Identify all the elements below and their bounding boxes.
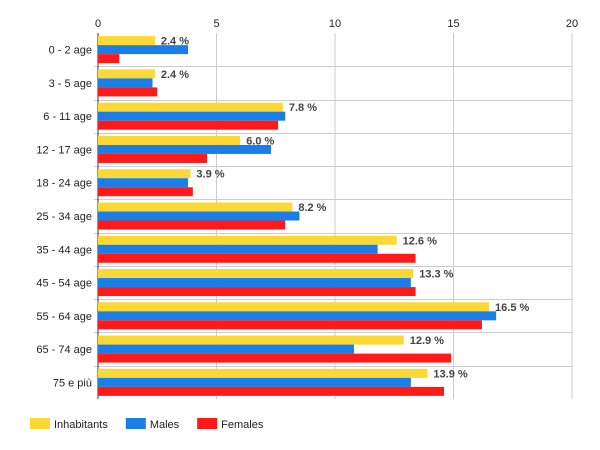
bar-males-10 — [98, 377, 411, 387]
data-label: 13.9 % — [433, 368, 467, 380]
data-label: 3.9 % — [196, 169, 224, 181]
data-label: 8.2 % — [298, 202, 326, 214]
bar-females-4 — [98, 187, 193, 197]
bar-inhabitants-10 — [98, 368, 428, 378]
x-tick-label: 0 — [95, 18, 101, 30]
data-label: 12.9 % — [410, 335, 444, 347]
category-label: 6 - 11 age — [43, 111, 92, 123]
bar-males-1 — [98, 78, 153, 88]
bar-females-5 — [98, 220, 286, 230]
category-label: 0 - 2 age — [49, 45, 92, 57]
bar-males-4 — [98, 178, 189, 188]
data-label: 16.5 % — [495, 302, 529, 314]
bar-females-10 — [98, 386, 445, 396]
data-label: 7.8 % — [289, 102, 317, 114]
bar-males-9 — [98, 344, 354, 354]
category-label: 12 - 17 age — [36, 144, 92, 156]
data-label: 13.3 % — [419, 269, 453, 281]
category-label: 75 e più — [53, 377, 92, 389]
bar-males-5 — [98, 211, 300, 221]
data-label: 12.6 % — [403, 235, 437, 247]
legend-swatch-males — [125, 418, 146, 429]
x-tick-label: 10 — [329, 18, 341, 30]
x-tick-label: 20 — [566, 18, 578, 30]
category-label: 65 - 74 age — [36, 344, 92, 356]
bar-females-2 — [98, 120, 279, 130]
bar-females-8 — [98, 320, 482, 330]
category-label: 45 - 54 age — [36, 278, 92, 290]
legend-swatch-females — [197, 418, 218, 429]
bar-inhabitants-9 — [98, 335, 404, 345]
bar-females-1 — [98, 87, 158, 97]
legend-label: Males — [150, 419, 180, 431]
data-label: 2.4 % — [161, 69, 189, 81]
legend-label: Inhabitants — [54, 419, 108, 431]
bar-inhabitants-4 — [98, 169, 191, 179]
bar-inhabitants-5 — [98, 202, 293, 212]
bar-inhabitants-7 — [98, 269, 414, 279]
x-tick-label: 5 — [213, 18, 219, 30]
bar-males-3 — [98, 144, 272, 154]
bar-males-0 — [98, 45, 189, 55]
bar-females-3 — [98, 153, 208, 163]
bar-females-7 — [98, 287, 416, 297]
x-tick-label: 15 — [447, 18, 459, 30]
legend-label: Females — [221, 419, 264, 431]
category-label: 18 - 24 age — [36, 178, 92, 190]
bar-inhabitants-2 — [98, 102, 283, 112]
bar-females-0 — [98, 54, 120, 64]
bar-females-9 — [98, 353, 452, 363]
bar-males-2 — [98, 111, 286, 121]
bar-inhabitants-1 — [98, 69, 155, 79]
category-label: 3 - 5 age — [49, 78, 92, 90]
bar-females-6 — [98, 253, 416, 263]
bar-inhabitants-3 — [98, 135, 241, 145]
bar-males-6 — [98, 244, 378, 254]
bar-inhabitants-8 — [98, 302, 490, 312]
legend-swatch-inhabitants — [30, 418, 50, 429]
bar-inhabitants-6 — [98, 235, 397, 245]
category-label: 35 - 44 age — [36, 244, 92, 256]
data-label: 6.0 % — [246, 135, 274, 147]
bar-males-7 — [98, 278, 411, 288]
category-label: 25 - 34 age — [36, 211, 92, 223]
bar-inhabitants-0 — [98, 36, 155, 46]
category-label: 55 - 64 age — [36, 311, 92, 323]
data-label: 2.4 % — [161, 36, 189, 48]
bar-males-8 — [98, 311, 497, 321]
